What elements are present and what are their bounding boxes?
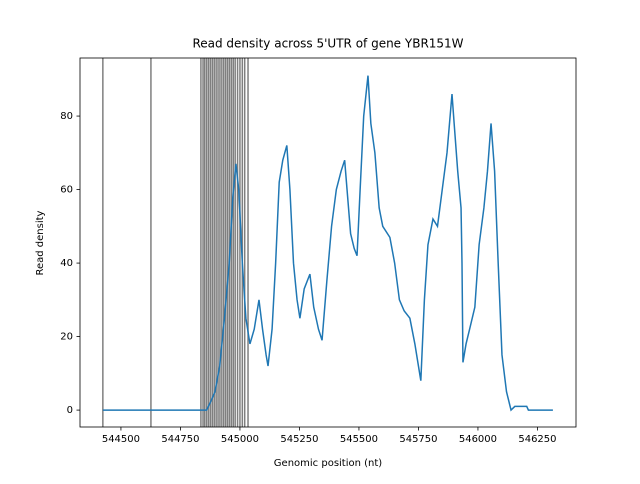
y-axis-label: Read density (35, 210, 46, 275)
y-tick-label: 80 (60, 111, 73, 122)
plot-frame (79, 57, 577, 428)
x-tick-label: 546250 (518, 434, 556, 445)
x-tick-label: 545000 (221, 434, 259, 445)
data-line (102, 75, 553, 412)
x-tick-label: 545750 (399, 434, 437, 445)
x-tick-label: 546000 (459, 434, 497, 445)
chart-title: Read density across 5'UTR of gene YBR151… (192, 37, 463, 51)
y-tick-label: 20 (60, 332, 73, 343)
x-tick-label: 544500 (102, 434, 140, 445)
y-tick-label: 40 (60, 258, 73, 269)
x-axis-label: Genomic position (nt) (274, 458, 383, 469)
y-tick-label: 0 (67, 405, 73, 416)
x-tick-label: 545250 (280, 434, 318, 445)
y-tick-label: 60 (60, 185, 73, 196)
x-tick-label: 544750 (161, 434, 199, 445)
x-tick-label: 545500 (340, 434, 378, 445)
